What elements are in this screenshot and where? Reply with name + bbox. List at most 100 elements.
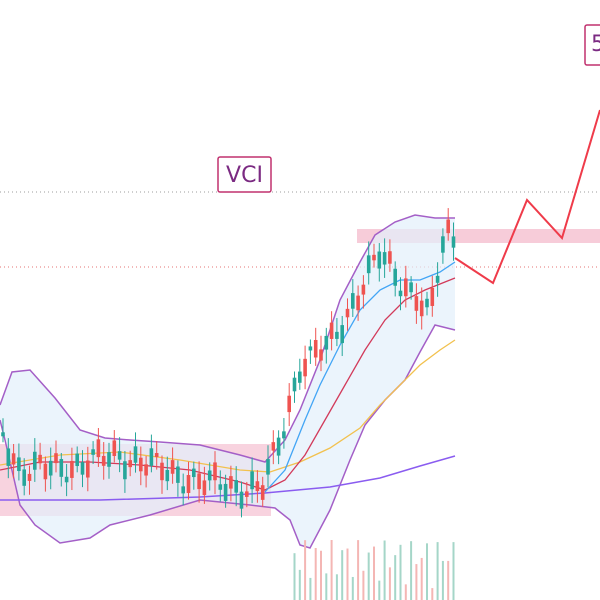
candle-body (361, 284, 366, 295)
candle-body (292, 377, 297, 392)
candle-body (393, 268, 397, 286)
candle-body (192, 468, 196, 478)
candle-body (329, 322, 334, 339)
candle-body (128, 460, 132, 468)
annotation-box (217, 156, 272, 193)
candle-body (255, 481, 260, 492)
volume-bar (441, 560, 444, 600)
annotation-label: VCI (226, 163, 263, 188)
candle-body (313, 339, 318, 358)
candle-body (22, 469, 26, 486)
volume-bar (335, 574, 338, 600)
candle-body (75, 453, 79, 467)
candle-body (382, 252, 387, 265)
candle-body (59, 459, 64, 477)
volume-bar (298, 569, 301, 600)
candle-body (430, 287, 435, 306)
candle-body (377, 251, 382, 269)
candle-body (366, 255, 371, 274)
candle-body (86, 460, 90, 478)
volume-bar (431, 588, 434, 600)
volume-bar (383, 540, 386, 600)
candle-body (1, 432, 5, 437)
candle-body (404, 278, 408, 297)
candle-body (234, 480, 238, 493)
volume-bar (357, 540, 360, 600)
annotation: VCI (217, 156, 272, 193)
candle-body (218, 484, 223, 490)
candle-body (64, 476, 69, 483)
volume-bars (293, 540, 455, 600)
volume-bar (410, 541, 413, 600)
candle-body (91, 449, 95, 455)
candle-body (181, 486, 185, 494)
candle-body (282, 431, 286, 439)
volume-bar (330, 540, 333, 600)
volume-bar (415, 564, 418, 600)
candle-body (202, 480, 207, 496)
candle-body (165, 469, 170, 482)
volume-bar (367, 552, 370, 600)
candle-body (70, 460, 74, 478)
candle-body (388, 251, 392, 264)
annotation-label: 5 (591, 32, 600, 57)
candle-body (340, 325, 344, 344)
volume-bar (304, 540, 307, 600)
volume-bar (362, 570, 365, 600)
candle-body (133, 446, 138, 463)
candle-body (245, 491, 249, 497)
candle-body (176, 466, 180, 483)
upper-band (0, 214, 455, 463)
candle-body (80, 462, 85, 475)
candle-body (372, 254, 376, 261)
candle-body (197, 473, 201, 490)
candle-body (6, 448, 11, 466)
volume-bar (314, 547, 317, 600)
volume-bar (452, 542, 455, 600)
candle-body (229, 476, 233, 489)
candle-body (345, 308, 350, 318)
candle-body (43, 463, 48, 480)
volume-bar (447, 560, 450, 600)
candle-body (308, 346, 313, 351)
candle-body (419, 300, 424, 317)
volume-bar (373, 546, 375, 600)
candle-body (154, 453, 159, 458)
volume-bar (325, 573, 328, 600)
candle-body (356, 295, 360, 311)
candle-body (54, 453, 58, 464)
candle-body (123, 461, 127, 480)
candle-body (33, 451, 37, 470)
candle-body (112, 440, 117, 457)
candle-body (48, 460, 53, 476)
candle-body (213, 462, 217, 481)
candle-body (101, 455, 106, 466)
volume-bar (426, 543, 428, 600)
candle-body (271, 442, 276, 451)
candle-body (351, 293, 355, 309)
volume-bar (399, 544, 402, 600)
candle-body (160, 462, 164, 481)
volume-bar (394, 555, 397, 600)
candle-body (144, 464, 148, 476)
candle-body (425, 298, 429, 308)
candle-body (451, 236, 456, 248)
candle-body (27, 473, 32, 481)
candle-body (266, 459, 270, 475)
candle-body (409, 282, 413, 293)
moving-average (0, 455, 456, 501)
candle-body (207, 470, 212, 481)
candle-body (335, 331, 339, 339)
moving-average (264, 261, 456, 493)
candle-body (170, 460, 175, 474)
candle-body (250, 471, 254, 490)
annotation: 5 (584, 24, 600, 66)
volume-bar (309, 577, 312, 600)
candle-body (324, 335, 329, 350)
candle-body (319, 349, 323, 361)
volume-bar (388, 567, 391, 600)
candles (1, 208, 456, 518)
candle-body (139, 457, 143, 472)
volume-bar (404, 584, 407, 600)
